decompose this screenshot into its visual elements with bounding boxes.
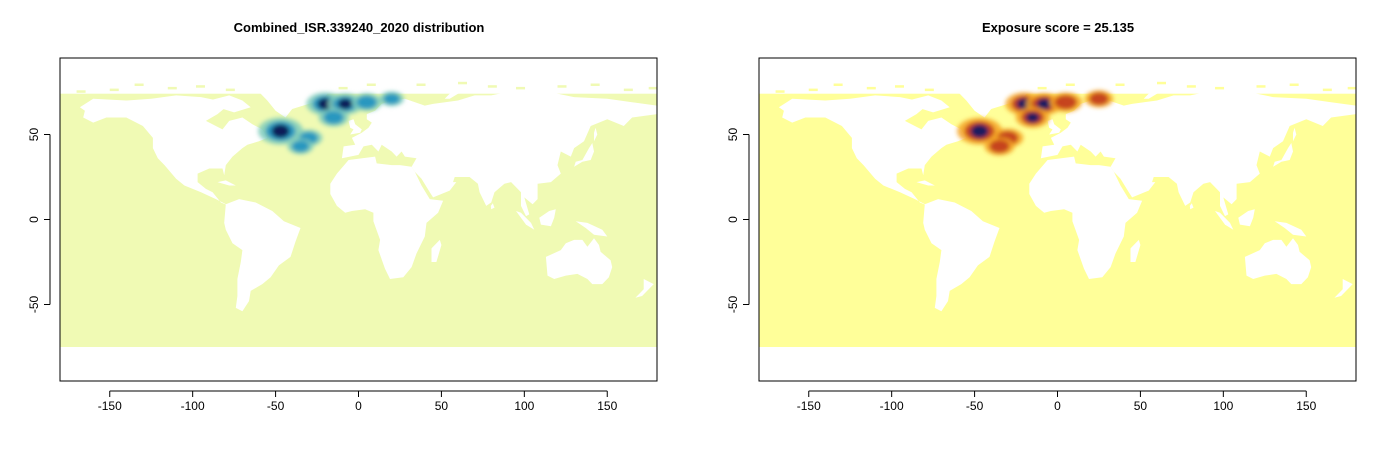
- hotspot-mid: [383, 93, 400, 105]
- landmass-sakhalin: [594, 127, 598, 142]
- hotspot-mid: [291, 140, 310, 153]
- landmass-svalbard: [375, 83, 404, 89]
- x-tick-label: 0: [1054, 399, 1061, 413]
- landmass-australia: [545, 238, 613, 285]
- chart-title-left: Combined_ISR.339240_2020 distribution: [233, 20, 485, 35]
- hotspot-core: [271, 124, 290, 138]
- x-tick-label: -150: [98, 399, 122, 413]
- y-tick-label: 0: [726, 216, 740, 223]
- landmass-japan: [1273, 143, 1293, 167]
- landmass-sri-lanka: [1189, 203, 1194, 210]
- hotspot-core: [338, 98, 353, 110]
- landmass-africa: [330, 156, 444, 279]
- landmass-north-america: [79, 95, 268, 206]
- landmass-antarctica: [759, 347, 1356, 381]
- landmass-novaya-zemlya: [444, 88, 472, 99]
- y-tick-label: 0: [27, 216, 41, 223]
- landmass-japan: [574, 143, 594, 167]
- hotspot-layer: [258, 91, 405, 155]
- hotspot-mid: [989, 139, 1010, 153]
- landmass-south-america: [224, 199, 301, 312]
- x-tick-label: 50: [435, 399, 449, 413]
- hotspot-core: [1025, 112, 1040, 123]
- landmass-uk: [348, 119, 362, 135]
- landmass-north-america: [778, 95, 967, 206]
- landmass-sakhalin: [1293, 127, 1297, 142]
- landmass-new-zealand: [1334, 279, 1353, 298]
- exposure-map-plot: -150 -100 -50 0 50 100 150 -50 0 50: [726, 57, 1357, 413]
- landmass-madagascar: [1130, 239, 1141, 262]
- landmass-greenland: [938, 78, 1028, 118]
- plot-frame: [758, 57, 1357, 382]
- y-tick-label: -50: [726, 296, 740, 314]
- y-tick-label: 50: [726, 128, 740, 142]
- x-tick-label: -50: [966, 399, 984, 413]
- landmass-new-zealand: [635, 279, 654, 298]
- x-tick-label: 50: [1134, 399, 1148, 413]
- x-tick-label: 150: [1296, 399, 1316, 413]
- landmass-novaya-zemlya: [1143, 88, 1171, 99]
- y-tick-label: 50: [27, 128, 41, 142]
- landmass-svalbard: [1074, 83, 1103, 89]
- landmass-australia: [1244, 238, 1312, 285]
- land-masses: [60, 78, 657, 381]
- hotspot-core: [1036, 98, 1052, 110]
- landmass-uk: [1047, 119, 1061, 135]
- landmass-new-guinea: [575, 221, 608, 237]
- x-tick-label: -100: [181, 399, 205, 413]
- hotspot-layer: [957, 90, 1114, 156]
- hotspot-mid: [1054, 95, 1077, 110]
- x-tick-label: 100: [1213, 399, 1233, 413]
- landmass-cuba: [217, 180, 236, 186]
- x-tick-label: -150: [797, 399, 821, 413]
- x-tick-label: 0: [355, 399, 362, 413]
- hotspot-mid: [356, 95, 377, 109]
- landmass-sumatra: [1215, 211, 1234, 230]
- y-tick-label: -50: [27, 296, 41, 314]
- arctic-cells: [775, 81, 1356, 93]
- landmass-baffin-island: [908, 95, 950, 113]
- landmass-new-guinea: [1274, 221, 1307, 237]
- landmass-borneo: [539, 209, 556, 227]
- x-tick-label: 150: [597, 399, 617, 413]
- x-tick-label: -50: [267, 399, 285, 413]
- landmass-sumatra: [516, 211, 535, 230]
- landmass-eurasia: [341, 90, 657, 217]
- x-tick-label: -100: [880, 399, 904, 413]
- landmass-africa: [1029, 156, 1143, 279]
- hotspot-mid: [1089, 92, 1109, 106]
- plot-frame: [59, 57, 658, 382]
- hotspot-mid: [323, 110, 344, 125]
- land-masses: [759, 78, 1356, 381]
- chart-title-right: Exposure score = 25.135: [981, 20, 1135, 35]
- landmass-greenland: [239, 78, 329, 118]
- landmass-antarctica: [60, 347, 657, 381]
- landmass-eurasia: [1040, 90, 1356, 217]
- landmass-cuba: [916, 180, 935, 186]
- distribution-map-plot: -150 -100 -50 0 50 100 150 -50 0 50: [27, 57, 658, 413]
- x-tick-label: 100: [514, 399, 534, 413]
- landmass-sri-lanka: [490, 203, 495, 210]
- landmass-baffin-island: [209, 95, 251, 113]
- landmass-madagascar: [431, 239, 442, 262]
- landmass-borneo: [1238, 209, 1255, 227]
- arctic-cells: [76, 81, 657, 93]
- hotspot-core: [970, 124, 989, 138]
- landmass-south-america: [923, 199, 1000, 312]
